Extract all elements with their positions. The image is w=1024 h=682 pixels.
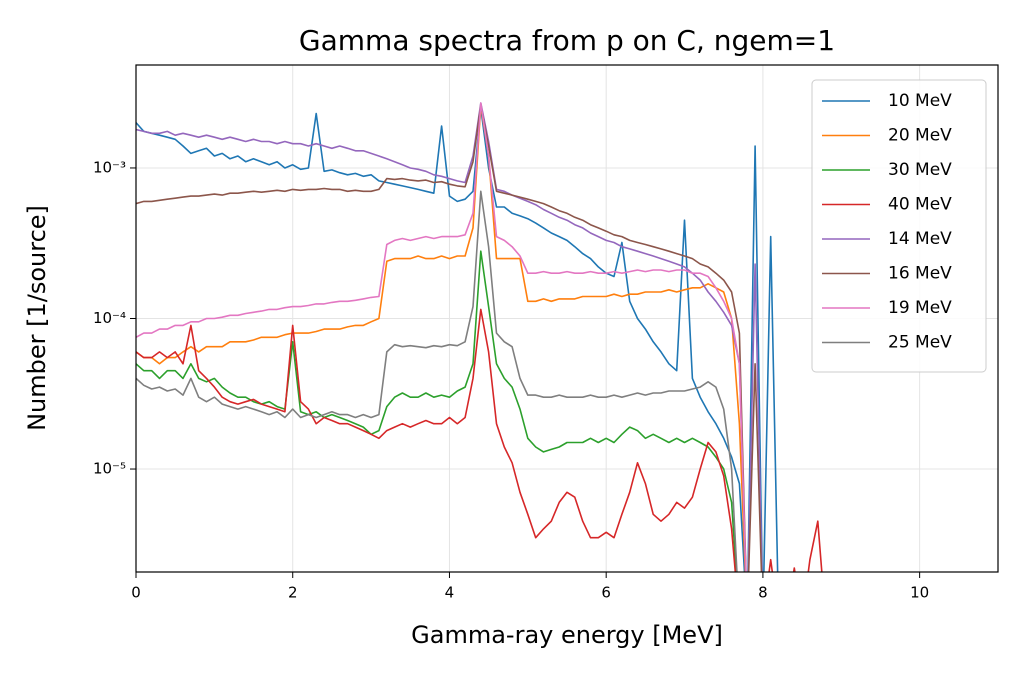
legend-label: 19 MeV — [888, 298, 952, 318]
y-axis-label: Number [1/source] — [23, 205, 51, 431]
legend-label: 30 MeV — [888, 160, 952, 180]
x-tick-label: 4 — [445, 584, 455, 602]
series-line — [136, 250, 738, 572]
series-line — [136, 102, 763, 572]
legend-label: 16 MeV — [888, 264, 952, 284]
chart-title: Gamma spectra from p on C, ngem=1 — [299, 24, 835, 57]
legend-box — [811, 79, 987, 373]
x-tick-label: 10 — [910, 584, 929, 602]
x-tick-label: 6 — [601, 584, 611, 602]
y-tick-label: 10⁻⁴ — [93, 309, 126, 327]
axes: 0 2 4 6 8 10 10⁻⁵ 10⁻⁴ 10⁻³ — [93, 158, 929, 601]
y-tick-label: 10⁻³ — [93, 158, 126, 176]
series-line — [136, 107, 779, 572]
series-line — [136, 104, 763, 572]
series-line — [136, 104, 747, 572]
x-axis-label: Gamma-ray energy [MeV] — [411, 621, 723, 649]
legend: 10 MeV 20 MeV 30 MeV 40 MeV 14 MeV 16 MeV 19 M… — [811, 79, 987, 373]
series-line — [136, 308, 823, 572]
plot-lines — [136, 102, 823, 572]
legend-label: 20 MeV — [888, 126, 952, 146]
x-tick-label: 8 — [758, 584, 768, 602]
legend-label: 25 MeV — [888, 333, 952, 353]
legend-label: 14 MeV — [888, 229, 952, 249]
y-tick-label: 10⁻⁵ — [93, 460, 126, 478]
x-tick-label: 0 — [131, 584, 141, 602]
legend-label: 40 MeV — [888, 195, 952, 215]
x-tick-label: 2 — [288, 584, 298, 602]
series-line — [136, 190, 738, 572]
legend-label: 10 MeV — [888, 91, 952, 111]
series-line — [136, 102, 747, 572]
